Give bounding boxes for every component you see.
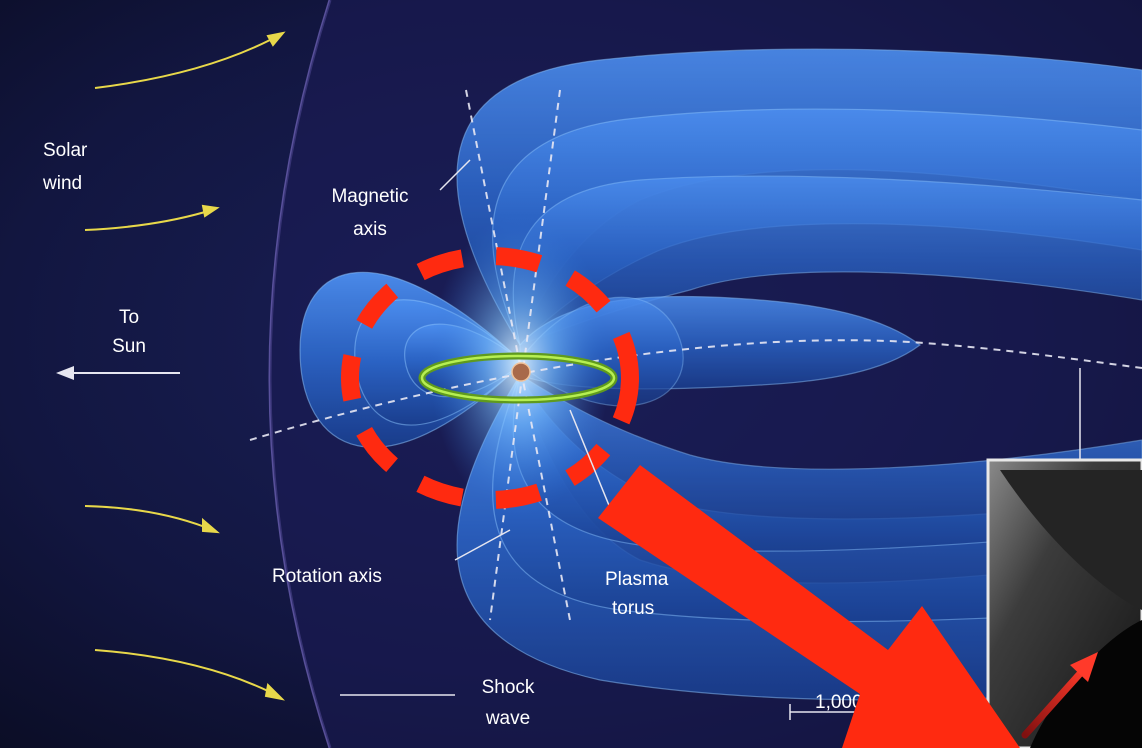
plasma-torus [418, 352, 618, 404]
label-plasma-torus-1: Plasma [605, 569, 669, 590]
label-solar-wind-1: Solar [43, 140, 88, 161]
label-to-sun-1: To [119, 307, 139, 328]
label-rotation-axis: Rotation axis [272, 566, 382, 587]
label-scale: 1,000 [815, 692, 863, 713]
arrow-left-icon [56, 366, 180, 380]
label-shock-wave-2: wave [485, 708, 530, 729]
label-plasma-torus-2: torus [612, 598, 654, 619]
label-shock-wave-1: Shock [482, 677, 535, 698]
solar-wind-arrows [84, 31, 286, 701]
axis-lines [249, 89, 1142, 621]
label-magnetic-axis-1: Magnetic [331, 186, 408, 207]
label-solar-wind-2: wind [42, 173, 82, 194]
label-magnetic-axis-2: axis [353, 219, 387, 240]
arrow-down-right-icon [598, 465, 1020, 748]
jupiter-icon [511, 362, 531, 382]
highlight-ring [341, 247, 639, 509]
inset-photo [986, 458, 1142, 748]
arrow-up-right-icon [1021, 652, 1098, 739]
label-to-sun-2: Sun [112, 336, 146, 357]
